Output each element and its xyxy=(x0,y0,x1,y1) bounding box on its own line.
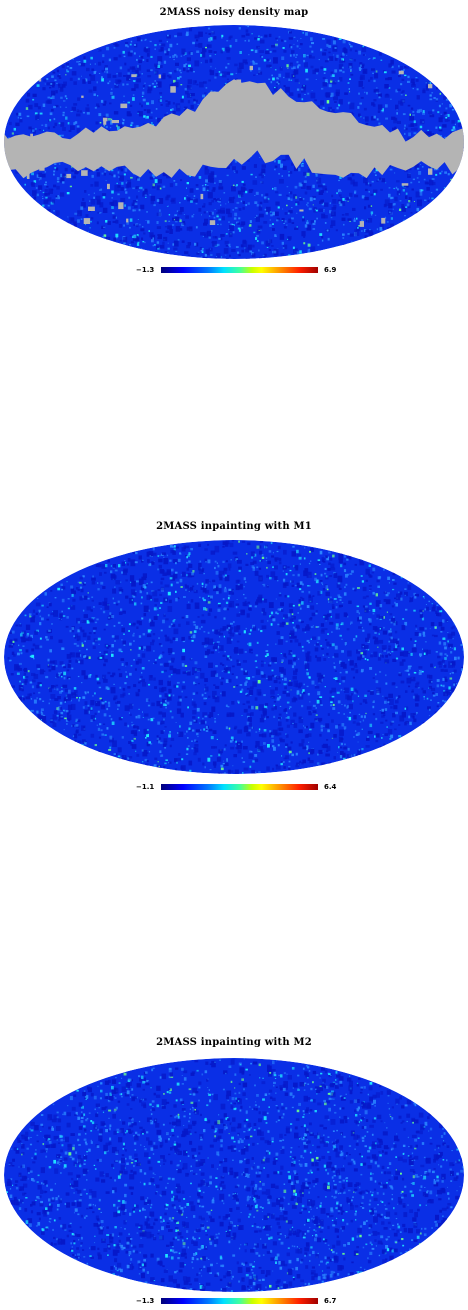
mollweide-sky-map xyxy=(4,25,464,259)
colorbar-min-label: −1.3 xyxy=(136,266,155,274)
colorbar-min-label: −1.3 xyxy=(136,1297,155,1305)
colorbar-gradient xyxy=(161,267,318,273)
colorbar: −1.1 6.4 xyxy=(0,783,468,795)
sky-background xyxy=(4,540,464,774)
colorbar: −1.3 6.9 xyxy=(0,266,468,278)
colorbar-min-label: −1.1 xyxy=(136,783,155,791)
colorbar-max-label: 6.7 xyxy=(324,1297,337,1305)
mollweide-sky-map xyxy=(4,1058,464,1292)
map-title: 2MASS noisy density map xyxy=(159,7,309,18)
map-panel-m1: 2MASS inpainting with M1 −1.1 6.4 xyxy=(0,515,468,815)
colorbar-gradient xyxy=(161,1298,318,1304)
map-title: 2MASS inpainting with M1 xyxy=(156,521,312,532)
galactic-mask xyxy=(4,79,464,183)
colorbar-max-label: 6.9 xyxy=(324,266,337,274)
colorbar-gradient xyxy=(161,784,318,790)
map-panel-noisy: 2MASS noisy density map −1.3 6.9 xyxy=(0,0,468,300)
colorbar: −1.3 6.7 xyxy=(0,1297,468,1309)
map-panel-m2: 2MASS inpainting with M2 −1.3 6.7 xyxy=(0,1033,468,1310)
colorbar-max-label: 6.4 xyxy=(324,783,337,791)
mollweide-sky-map xyxy=(4,540,464,774)
map-title: 2MASS inpainting with M2 xyxy=(156,1037,312,1048)
